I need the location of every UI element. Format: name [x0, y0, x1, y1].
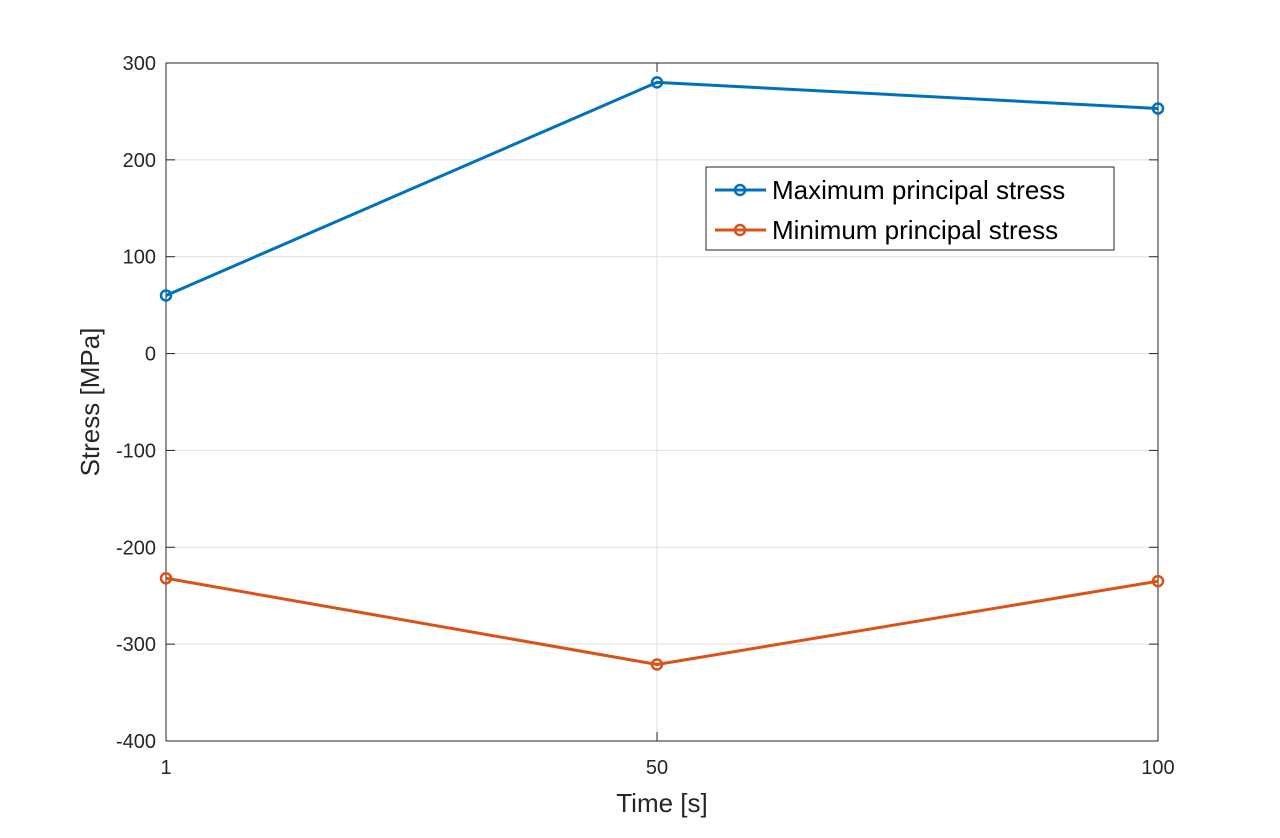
legend-box [705, 166, 1115, 251]
y-axis-label: Stress [MPa] [75, 328, 105, 477]
data-point [1151, 102, 1165, 115]
x-tick-label: 100 [1141, 757, 1174, 779]
x-axis-label: Time [s] [616, 788, 707, 818]
plot-area-frame [165, 62, 1159, 742]
y-tick-label: 0 [145, 344, 156, 366]
grid-layer [165, 62, 1159, 742]
x-tick-label: 50 [646, 757, 668, 779]
data-point [650, 658, 664, 671]
series-line-1 [165, 80, 1159, 297]
legend-label-1: Maximum principal stress [772, 175, 1065, 205]
y-tick-label: -200 [116, 537, 156, 559]
legend-marker-1 [733, 183, 747, 197]
y-tick-label: 300 [123, 53, 156, 75]
legend-marker-2 [733, 223, 747, 237]
data-point [159, 289, 173, 302]
legend: Maximum principal stress Minimum principa… [705, 166, 1115, 251]
series-layer [159, 76, 1165, 671]
y-tick-label: -400 [116, 731, 156, 753]
y-tick-label: 200 [123, 150, 156, 172]
legend-items: Maximum principal stress Minimum principa… [715, 175, 1065, 245]
legend-label-2: Minimum principal stress [772, 215, 1058, 245]
data-point [650, 76, 664, 89]
series-line-2 [165, 576, 1159, 666]
y-tick-label: -100 [116, 440, 156, 462]
data-point [159, 572, 173, 585]
y-tick-label: 100 [123, 247, 156, 269]
ticks-layer: -400 -300 -200 -100 0 100 200 300 1 50 100 [116, 53, 1175, 779]
data-point [1151, 574, 1165, 588]
x-tick-label: 1 [160, 757, 171, 779]
y-tick-label: -300 [116, 634, 156, 656]
